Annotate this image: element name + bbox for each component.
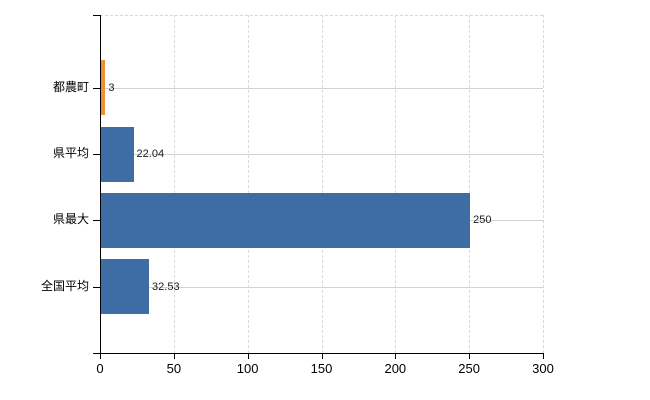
x-tick-mark (100, 353, 101, 359)
y-tick-mark (93, 87, 100, 89)
x-tick-label: 200 (384, 361, 407, 376)
plot-border-right (543, 15, 544, 353)
x-tick-label: 150 (310, 361, 333, 376)
bar (101, 126, 134, 182)
category-label: 県最大 (52, 212, 89, 227)
bar (101, 192, 471, 248)
x-tick-mark (469, 353, 471, 359)
x-tick-mark (173, 353, 175, 359)
bar-value-label: 32.53 (152, 280, 180, 293)
y-axis-line (100, 15, 101, 353)
gridline-horizontal (101, 87, 543, 89)
gridline-vertical (469, 15, 471, 353)
x-tick-mark (321, 353, 323, 359)
gridline-vertical (173, 15, 175, 353)
category-label: 県平均 (52, 146, 89, 161)
bar (101, 259, 150, 315)
category-label: 全国平均 (40, 278, 89, 293)
gridline-vertical (247, 15, 249, 353)
bar-value-label: 3 (108, 81, 115, 94)
y-tick-mark (93, 154, 100, 156)
y-tick-mark (93, 286, 100, 288)
bar-value-label: 22.04 (136, 148, 165, 161)
x-tick-label: 0 (96, 361, 104, 376)
x-tick-label: 250 (458, 361, 480, 376)
category-label: 都農町 (52, 79, 89, 94)
x-axis-line (93, 353, 543, 354)
bar-value-label: 250 (473, 214, 492, 227)
x-tick-label: 300 (532, 361, 554, 376)
y-tick-mark (93, 220, 100, 222)
gridline-vertical (395, 15, 397, 353)
gridline-vertical (321, 15, 323, 353)
x-tick-mark (395, 353, 397, 359)
y-tick-mark (93, 15, 100, 16)
gridline-horizontal (101, 286, 543, 288)
x-tick-mark (247, 353, 249, 359)
x-tick-label: 50 (166, 361, 182, 376)
x-tick-label: 100 (236, 361, 259, 376)
bar (101, 60, 106, 116)
x-tick-mark (543, 353, 544, 359)
gridline-horizontal (101, 154, 543, 156)
